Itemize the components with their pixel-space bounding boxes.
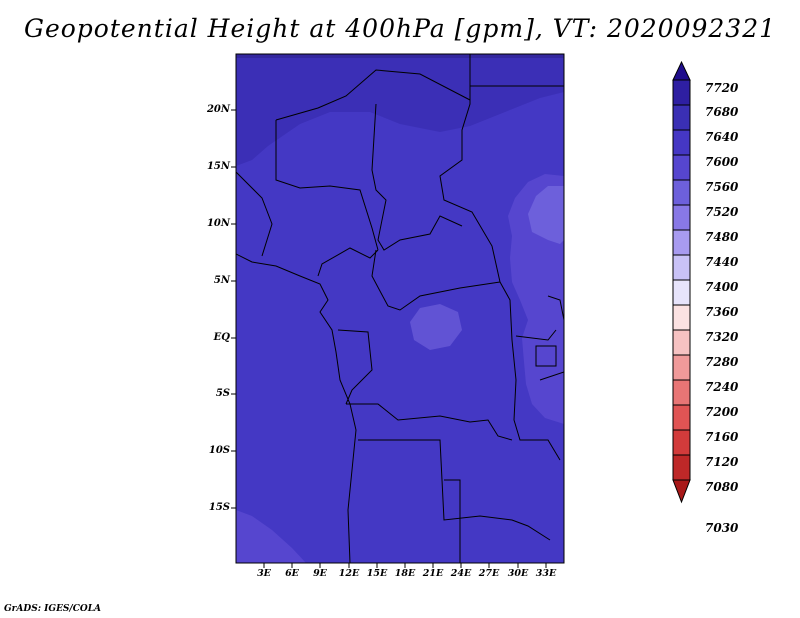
footer-credit: GrADS: IGES/COLA: [4, 604, 102, 614]
colorbar-label: 7030: [705, 521, 739, 535]
lat-label: 5N: [213, 275, 230, 286]
colorbar-label: 7600: [705, 155, 739, 169]
colorbar-swatch: [672, 104, 691, 131]
colorbar: [672, 60, 691, 504]
lat-label: 15S: [208, 502, 230, 513]
lat-label: 10S: [208, 445, 230, 456]
boundaries: [236, 54, 564, 563]
lat-label: 10N: [206, 218, 230, 229]
lon-label: 21E: [422, 568, 444, 579]
colorbar-max-arrow: [672, 60, 691, 81]
colorbar-swatch: [672, 204, 691, 231]
colorbar-swatch: [672, 179, 691, 206]
colorbar-label: 7160: [705, 430, 739, 444]
field-7680-top: [236, 54, 564, 58]
field-7520-east: [528, 186, 564, 244]
colorbar-min-arrow: [672, 479, 691, 504]
colorbar-label: 7480: [705, 230, 739, 244]
lat-label: 15N: [206, 161, 230, 172]
colorbar-label: 7240: [705, 380, 739, 394]
lon-label: 18E: [394, 568, 416, 579]
colorbar-label: 7200: [705, 405, 739, 419]
colorbar-swatch: [672, 154, 691, 181]
field-base-7600: [236, 54, 564, 563]
lon-label: 27E: [478, 568, 500, 579]
lon-label: 15E: [366, 568, 388, 579]
lon-label: 6E: [285, 568, 299, 579]
colorbar-label: 7520: [705, 205, 739, 219]
lat-label: 5S: [215, 388, 230, 399]
colorbar-label: 7560: [705, 180, 739, 194]
colorbar-label: 7400: [705, 280, 739, 294]
lat-label: EQ: [213, 332, 230, 343]
colorbar-swatch: [672, 354, 691, 381]
colorbar-swatch: [672, 454, 691, 481]
map-frame: [235, 53, 565, 564]
colorbar-swatch: [672, 304, 691, 331]
colorbar-label: 7360: [705, 305, 739, 319]
height-field: [236, 54, 564, 563]
colorbar-swatch: [672, 229, 691, 256]
lon-label: 3E: [257, 568, 271, 579]
colorbar-label: 7320: [705, 330, 739, 344]
lon-label: 24E: [450, 568, 472, 579]
lon-label: 12E: [338, 568, 360, 579]
lon-label: 30E: [507, 568, 529, 579]
colorbar-swatch: [672, 379, 691, 406]
colorbar-swatch: [672, 429, 691, 456]
colorbar-label: 7720: [705, 81, 739, 95]
colorbar-label: 7640: [705, 130, 739, 144]
field-7560-congo: [410, 304, 462, 350]
chart-title: Geopotential Height at 400hPa [gpm], VT:…: [23, 14, 777, 43]
lat-label: 20N: [206, 104, 230, 115]
colorbar-label: 7680: [705, 105, 739, 119]
colorbar-swatch: [672, 404, 691, 431]
colorbar-label: 7440: [705, 255, 739, 269]
field-7560-southwest: [236, 510, 306, 563]
colorbar-swatch: [672, 79, 691, 106]
axis-ticks: [231, 109, 547, 568]
colorbar-label: 7280: [705, 355, 739, 369]
colorbar-label: 7080: [705, 480, 739, 494]
lon-label: 9E: [313, 568, 327, 579]
colorbar-swatch: [672, 279, 691, 306]
colorbar-swatch: [672, 254, 691, 281]
colorbar-swatch: [672, 129, 691, 156]
colorbar-label: 7120: [705, 455, 739, 469]
lon-label: 33E: [535, 568, 557, 579]
field-7640-north: [236, 54, 564, 166]
colorbar-swatch: [672, 329, 691, 356]
